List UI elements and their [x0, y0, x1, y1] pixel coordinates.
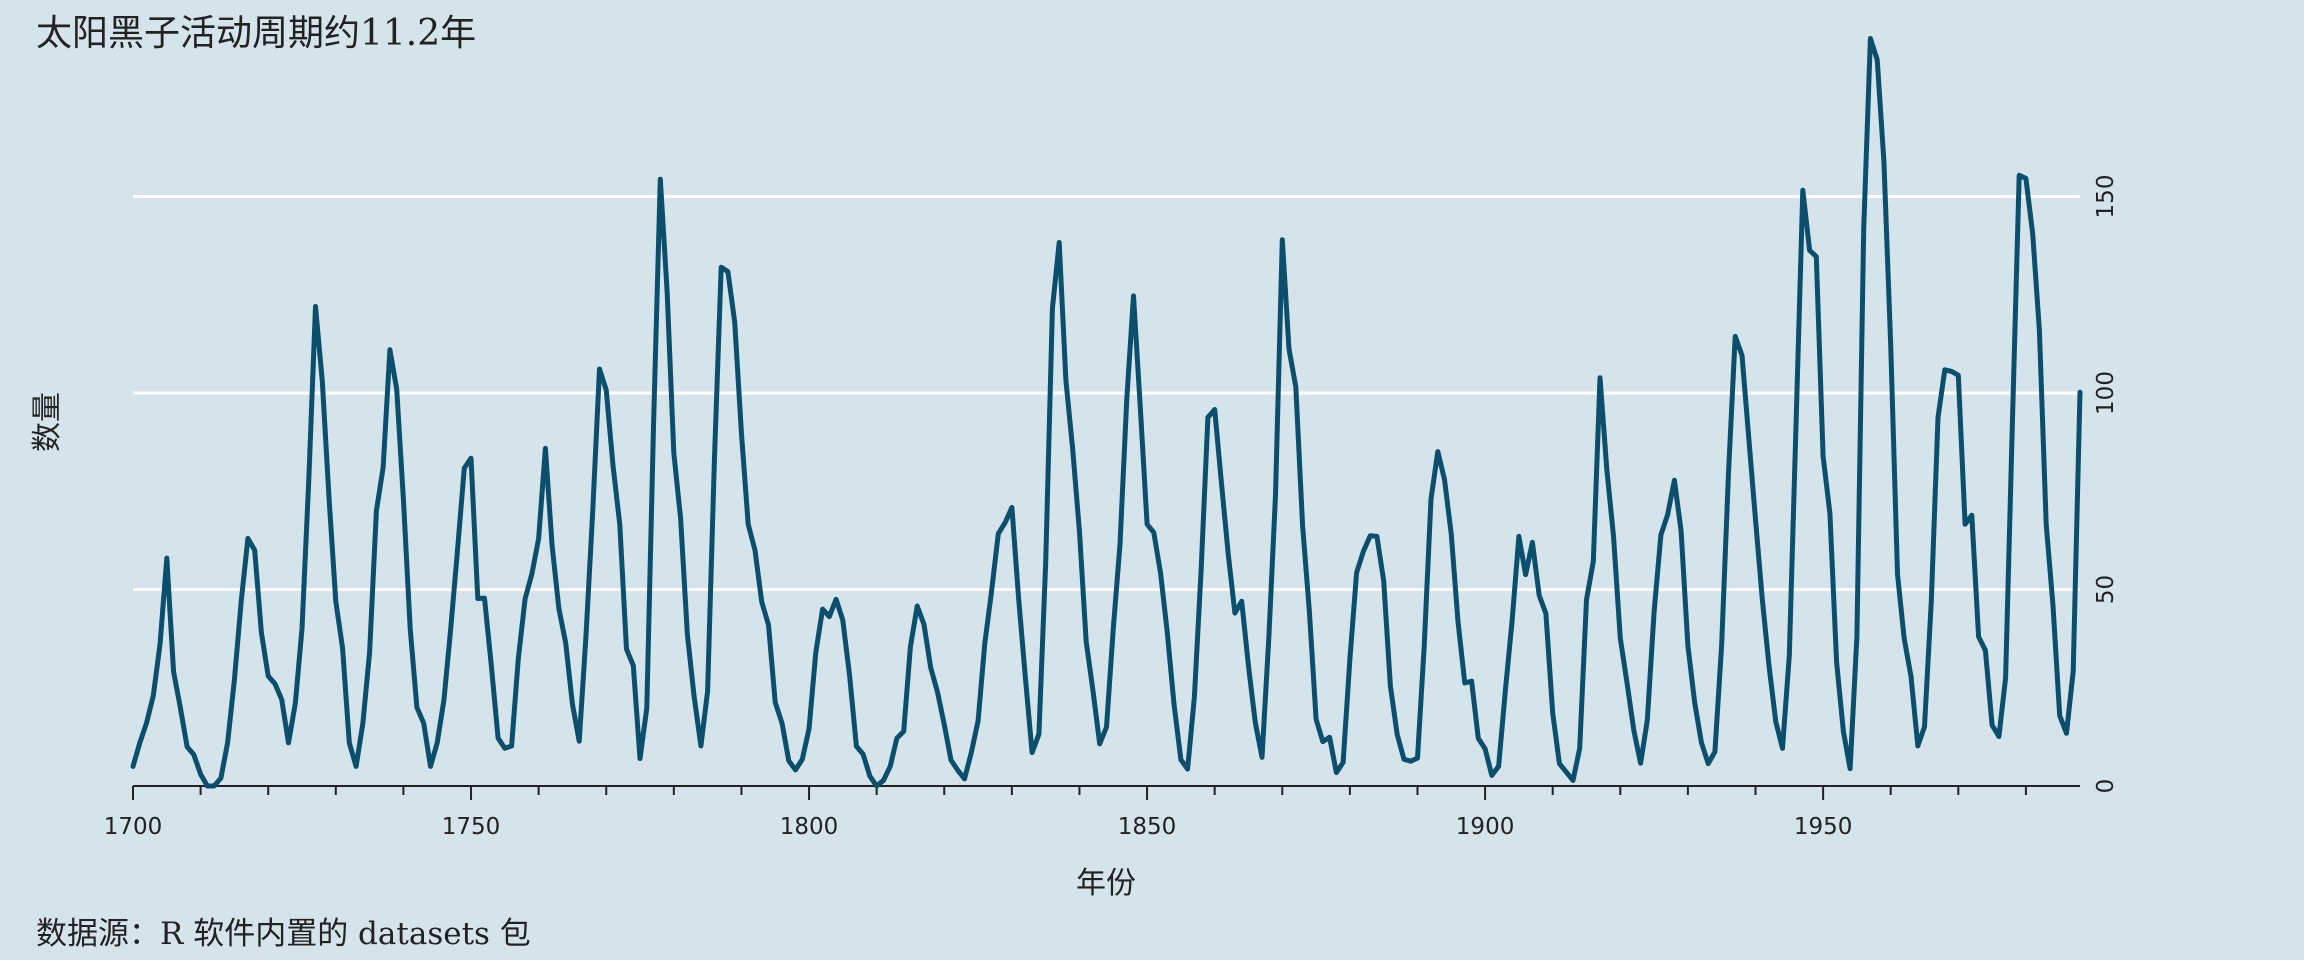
series-line-sunspots — [130, 36, 2083, 789]
chart-title: 太阳黑子活动周期约11.2年 — [36, 13, 477, 54]
y-axis: 0 50 100 150 — [2093, 175, 2119, 794]
y-tick-label: 150 — [2093, 175, 2119, 219]
x-tick-label: 1900 — [1456, 814, 1515, 840]
x-axis-label: 年份 — [1076, 866, 1136, 901]
x-tick-label: 1850 — [1118, 814, 1177, 840]
y-tick-label: 100 — [2093, 371, 2119, 415]
y-tick-label: 0 — [2093, 779, 2119, 794]
y-tick-label: 50 — [2093, 575, 2119, 604]
x-tick-label: 1750 — [442, 814, 501, 840]
x-tick-label: 1800 — [780, 814, 839, 840]
data-source-caption: 数据源：R 软件内置的 datasets 包 — [36, 916, 531, 952]
grid-lines — [133, 195, 2080, 591]
x-tick-label: 1950 — [1794, 814, 1853, 840]
x-tick-label: 1700 — [104, 814, 163, 840]
x-axis: 1700 1750 1800 1850 1900 1950 — [104, 785, 2080, 840]
